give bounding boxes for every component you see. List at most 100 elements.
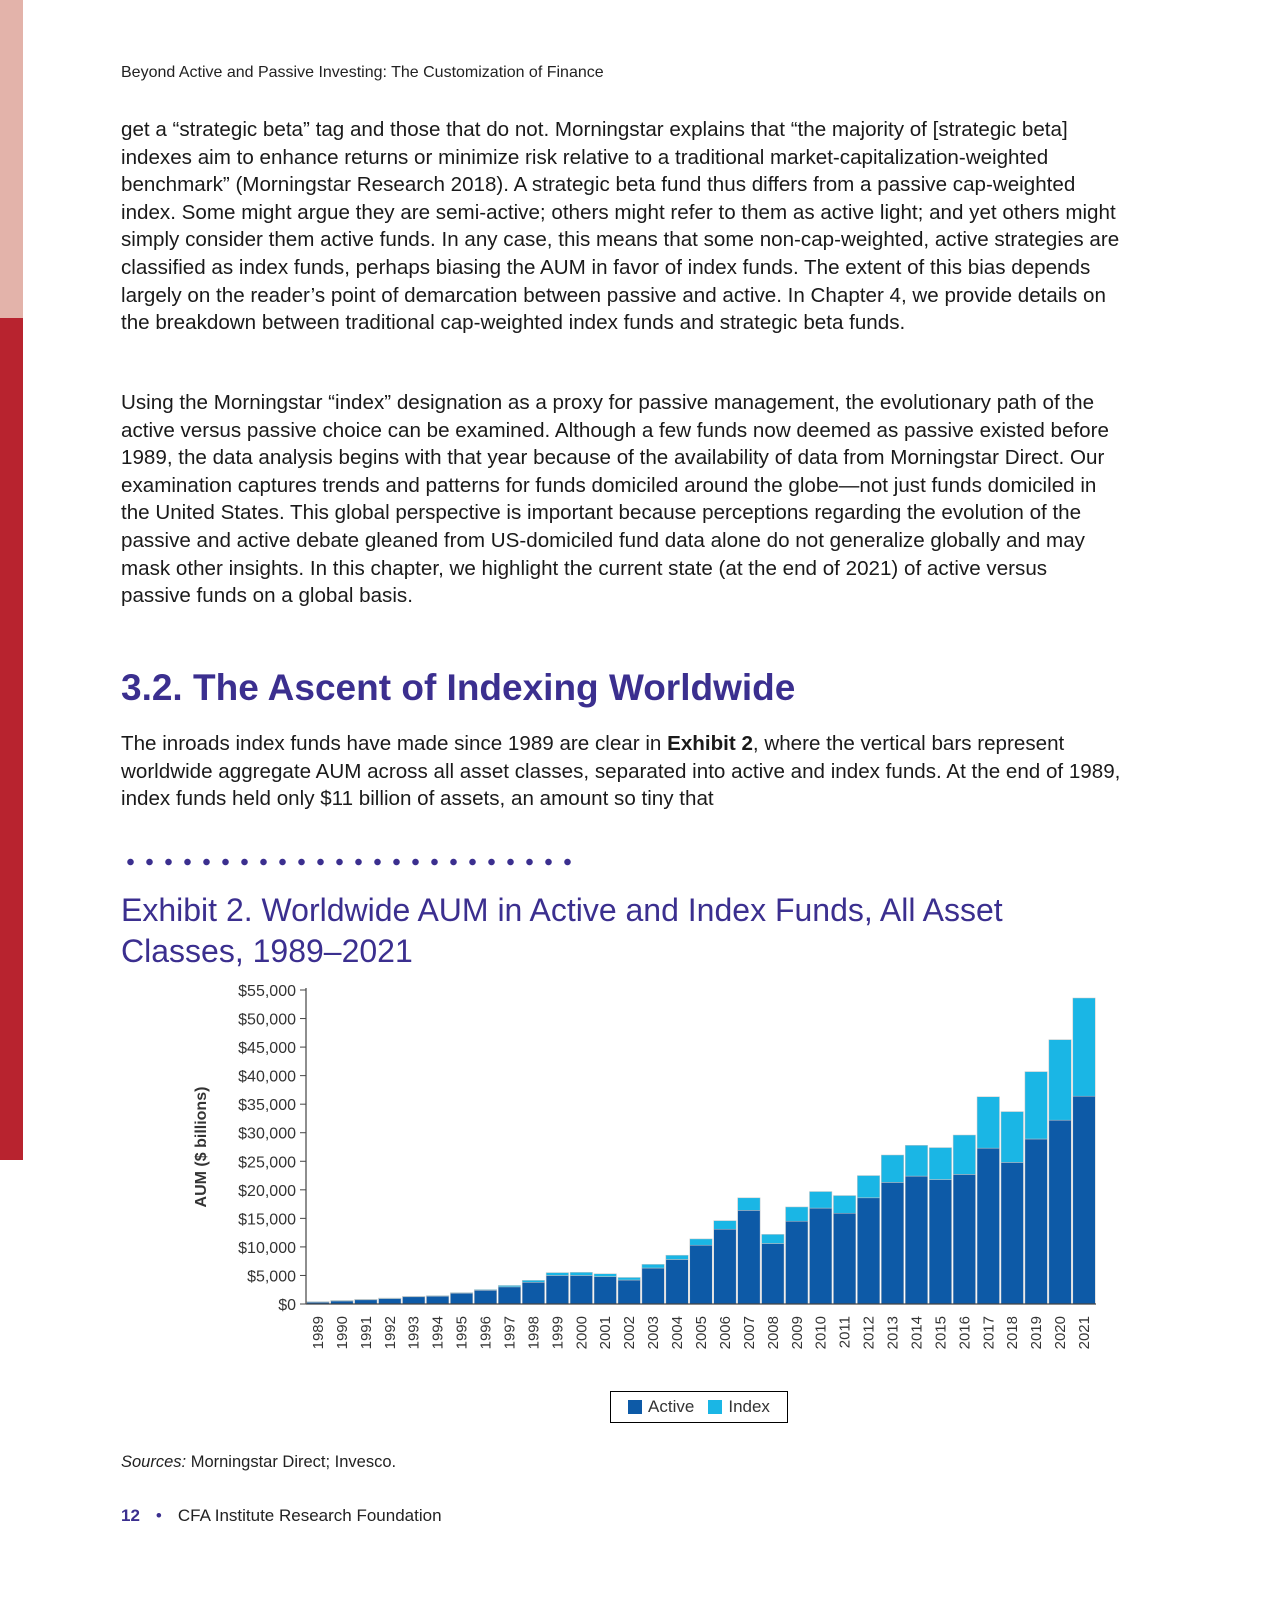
legend-item-index: Index — [708, 1397, 770, 1417]
sources-label: Sources: — [121, 1453, 187, 1471]
para-text-before: The inroads index funds have made since … — [121, 732, 668, 755]
bar-index-2017 — [976, 1096, 1000, 1149]
x-tick-label: 1992 — [382, 1316, 399, 1349]
x-tick-label: 2009 — [789, 1316, 806, 1349]
bar-active-2021 — [1072, 1095, 1096, 1305]
y-tick-label: $45,000 — [238, 1040, 296, 1057]
x-tick-label: 1995 — [454, 1316, 471, 1349]
bar-active-1994 — [426, 1295, 450, 1305]
x-tick-label: 2020 — [1052, 1316, 1069, 1349]
bar-index-2006 — [713, 1220, 737, 1230]
dotted-divider — [121, 858, 579, 866]
x-tick-label: 2011 — [837, 1316, 854, 1348]
bar-active-2011 — [833, 1212, 857, 1305]
x-tick-label: 1989 — [310, 1316, 327, 1349]
x-tick-label: 2003 — [645, 1316, 662, 1349]
bar-active-1999 — [545, 1275, 569, 1305]
bar-active-2000 — [569, 1275, 593, 1305]
bar-active-2019 — [1024, 1138, 1048, 1305]
legend-label-active: Active — [648, 1397, 695, 1416]
x-tick-label: 1994 — [430, 1316, 447, 1349]
bar-active-2003 — [641, 1267, 665, 1305]
x-tick-label: 1991 — [358, 1316, 375, 1349]
bar-active-2017 — [976, 1147, 1000, 1305]
x-tick-label: 2006 — [717, 1316, 734, 1349]
x-tick-label: 2017 — [980, 1316, 997, 1349]
x-tick-label: 1997 — [501, 1316, 518, 1349]
x-tick-label: 2013 — [885, 1316, 902, 1349]
y-axis-label: AUM ($ billions) — [193, 1087, 210, 1208]
bar-index-2008 — [761, 1234, 785, 1244]
x-tick-label: 1998 — [525, 1316, 542, 1349]
bar-index-2007 — [737, 1197, 761, 1211]
y-tick-label: $10,000 — [238, 1240, 296, 1257]
y-tick-label: $30,000 — [238, 1126, 296, 1143]
bar-index-1999 — [545, 1272, 569, 1276]
bar-index-1991 — [354, 1299, 378, 1301]
x-tick-label: 2010 — [813, 1316, 830, 1349]
bar-active-1993 — [402, 1296, 426, 1305]
bar-index-2003 — [641, 1264, 665, 1269]
legend-item-active: Active — [628, 1397, 694, 1417]
bar-active-2002 — [617, 1279, 641, 1305]
bar-active-2015 — [928, 1179, 952, 1305]
x-tick-label: 2014 — [908, 1316, 925, 1349]
x-tick-label: 2001 — [597, 1316, 614, 1349]
bar-index-2019 — [1024, 1071, 1048, 1140]
footer-publisher: CFA Institute Research Foundation — [177, 1506, 442, 1525]
bar-active-2004 — [665, 1259, 689, 1305]
y-tick-label: $35,000 — [238, 1097, 296, 1114]
bar-index-1992 — [378, 1297, 402, 1299]
bar-index-2004 — [665, 1254, 689, 1260]
x-tick-label: 1996 — [478, 1316, 495, 1349]
bar-active-2001 — [593, 1276, 617, 1305]
bar-index-2013 — [881, 1154, 904, 1183]
bar-index-2010 — [809, 1191, 833, 1209]
x-tick-label: 2012 — [861, 1316, 878, 1349]
bar-index-2018 — [1000, 1111, 1024, 1163]
bar-index-2009 — [785, 1206, 809, 1222]
bar-index-1998 — [521, 1280, 545, 1283]
body-paragraph: get a “strategic beta” tag and those tha… — [121, 118, 1120, 335]
bar-active-1995 — [450, 1292, 474, 1305]
x-tick-label: 2000 — [573, 1316, 590, 1349]
bar-active-2012 — [857, 1197, 881, 1305]
side-band-dark — [0, 318, 23, 1160]
x-tick-label: 1993 — [406, 1316, 423, 1349]
x-tick-label: 2016 — [956, 1316, 973, 1349]
bar-index-1997 — [498, 1285, 521, 1288]
bar-index-2015 — [928, 1147, 952, 1180]
footer-bullet: • — [155, 1506, 162, 1525]
y-tick-label: $5,000 — [247, 1268, 296, 1285]
bar-active-2013 — [881, 1182, 904, 1305]
x-tick-label: 2019 — [1028, 1316, 1045, 1349]
bar-index-1995 — [450, 1292, 474, 1294]
x-tick-label: 2002 — [621, 1316, 638, 1349]
y-tick-label: $55,000 — [238, 983, 296, 1000]
bar-index-2005 — [689, 1238, 713, 1246]
exhibit-reference: Exhibit 2 — [667, 732, 753, 755]
bar-active-1998 — [521, 1282, 545, 1305]
sources-note: Sources: Morningstar Direct; Invesco. — [121, 1453, 396, 1472]
bar-active-1996 — [474, 1290, 498, 1305]
legend-swatch-active — [628, 1400, 643, 1414]
bar-active-1991 — [354, 1299, 378, 1305]
section-heading: 3.2. The Ascent of Indexing Worldwide — [121, 667, 796, 708]
bar-index-2016 — [952, 1134, 976, 1175]
body-paragraph: Using the Morningstar “index” designatio… — [121, 391, 1109, 608]
side-band-light — [0, 0, 23, 318]
sources-text: Morningstar Direct; Invesco. — [186, 1453, 397, 1471]
y-tick-label: $20,000 — [238, 1183, 296, 1200]
page-number: 12 — [121, 1506, 140, 1525]
para-text-after: , where the vertical bars represent worl… — [121, 732, 1121, 811]
bar-index-1996 — [474, 1289, 498, 1291]
bar-index-1993 — [402, 1295, 426, 1298]
bar-active-2008 — [761, 1243, 785, 1305]
bar-active-2007 — [737, 1210, 761, 1305]
bar-index-2000 — [569, 1272, 593, 1276]
bar-index-1990 — [330, 1300, 354, 1302]
y-tick-label: $25,000 — [238, 1154, 296, 1171]
x-tick-label: 2008 — [765, 1316, 782, 1349]
x-tick-label: 2018 — [1004, 1316, 1021, 1349]
page-footer: 12 • CFA Institute Research Foundation — [121, 1506, 442, 1526]
